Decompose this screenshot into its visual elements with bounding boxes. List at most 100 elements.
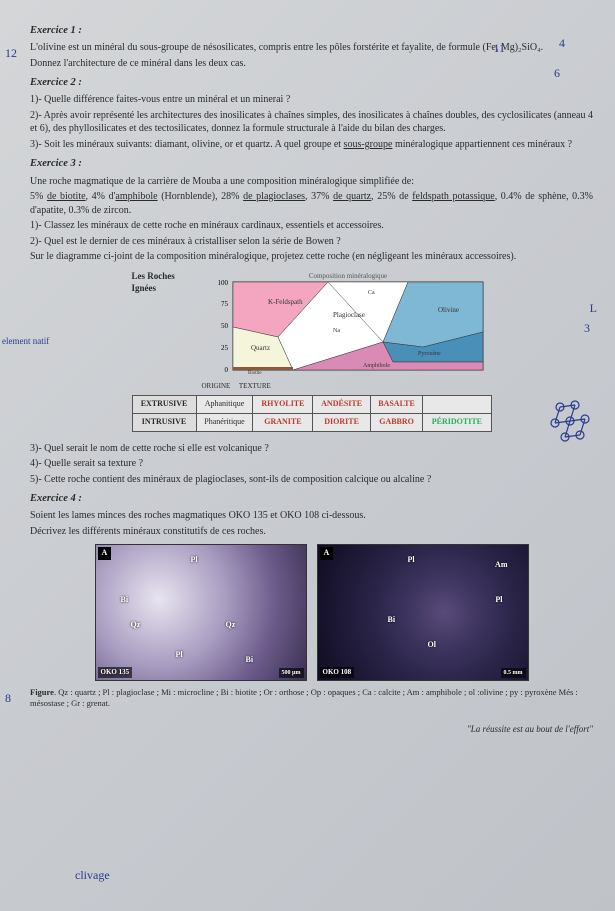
ex2-q1: 1)- Quelle différence faites-vous entre … [30, 93, 593, 107]
cell: INTRUSIVE [132, 413, 196, 431]
handwriting: element natif [2, 335, 49, 347]
exam-page: Exercice 1 : L'olivine est un minéral du… [0, 0, 615, 911]
handwriting: 8 [5, 690, 11, 706]
ex2-title: Exercice 2 : [30, 76, 593, 90]
figure-caption: Figure. Qz : quartz ; Pl : plagioclase ;… [30, 687, 593, 709]
scale-bar: 500 µm [279, 668, 304, 678]
ex3-intro2: 5% de biotite, 4% d'amphibole (Hornblend… [30, 190, 593, 217]
table-row: EXTRUSIVE Aphanitique RHYOLITE ANDÉSITE … [132, 395, 491, 413]
photo-oko108: A Pl Am Pl Bi Ol OKO 108 0.5 mm [317, 544, 529, 681]
t: 5% [30, 191, 47, 202]
ex3-title: Exercice 3 : [30, 157, 593, 171]
ex4-title: Exercice 4 : [30, 492, 593, 506]
doodle-molecule [545, 395, 595, 445]
t: feldspath potassique [412, 191, 494, 202]
chart-title1: Les Roches [132, 270, 202, 282]
ex1-title: Exercice 1 : [30, 24, 593, 38]
cell: PÉRIDOTITE [423, 413, 491, 431]
cell: GABBRO [370, 413, 422, 431]
cell: EXTRUSIVE [132, 395, 196, 413]
ex4-p2: Décrivez les différents minéraux constit… [30, 525, 593, 539]
svg-text:Na: Na [333, 328, 340, 334]
t: de quartz [333, 191, 371, 202]
mineral-chart: Les Roches Ignées Composition minéralogi… [132, 270, 492, 391]
ex1-p2: Donnez l'architecture de ce minéral dans… [30, 57, 593, 71]
lbl: Pl [176, 650, 183, 661]
cell: DIORITE [313, 413, 370, 431]
handwriting: L [590, 300, 597, 316]
lbl: Bi [388, 615, 396, 626]
lbl: Qz [226, 620, 236, 631]
svg-text:50: 50 [221, 322, 229, 330]
handwriting: clivage [75, 867, 110, 883]
svg-text:0: 0 [224, 366, 228, 374]
svg-text:Amphibole: Amphibole [363, 363, 390, 369]
lbl: Pl [408, 555, 415, 566]
axis-origine: ORIGINE [202, 382, 231, 390]
scale-bar: 0.5 mm [501, 668, 526, 678]
ex2-q2: 2)- Après avoir représenté les architect… [30, 109, 593, 136]
tag: A [320, 547, 334, 560]
cell: GRANITE [253, 413, 313, 431]
cell: BASALTE [370, 395, 422, 413]
sample-id: OKO 135 [98, 667, 133, 678]
footer-quote: "La réussite est au bout de l'effort" [30, 723, 593, 735]
ex3-intro1: Une roche magmatique de la carrière de M… [30, 175, 593, 189]
lbl: Qz [131, 620, 141, 631]
ex3-q3: 3)- Quel serait le nom de cette roche si… [30, 442, 593, 456]
photo-oko135: A Pl Bi Qz Qz Pl Bi OKO 135 500 µm [95, 544, 307, 681]
ex2-q3b: sous-groupe [344, 139, 393, 150]
region-biot [233, 367, 293, 370]
ex3-q4: 4)- Quelle serait sa texture ? [30, 457, 593, 471]
chart-title2: Ignées [132, 282, 202, 294]
t: amphibole [115, 191, 157, 202]
cell: Phanéritique [196, 413, 253, 431]
svg-text:K-Feldspath: K-Feldspath [268, 298, 303, 306]
ex3-q2: 2)- Quel est le dernier de ces minéraux … [30, 235, 593, 249]
sample-id: OKO 108 [320, 667, 355, 678]
lbl: Am [495, 560, 507, 571]
t: de plagioclases [243, 191, 305, 202]
svg-text:25: 25 [221, 344, 229, 352]
svg-text:Pyroxène: Pyroxène [418, 351, 441, 357]
svg-text:Olivine: Olivine [438, 306, 459, 314]
ex4-p1: Soient les lames minces des roches magma… [30, 509, 593, 523]
handwriting: 12 [5, 45, 17, 61]
t: (Hornblende), 28% [158, 191, 244, 202]
t: de biotite [47, 191, 86, 202]
handwriting: 3 [584, 320, 590, 336]
svg-text:75: 75 [221, 300, 229, 308]
svg-text:Ca: Ca [368, 290, 375, 296]
ex3-q1: 1)- Classez les minéraux de cette roche … [30, 219, 593, 233]
t: , 25% de [371, 191, 412, 202]
caption-text: Qz : quartz ; Pl : plagioclase ; Mi : mi… [30, 687, 578, 708]
lbl: Pl [191, 555, 198, 566]
cell: Aphanitique [196, 395, 253, 413]
ex1-p1: L'olivine est un minéral du sous-groupe … [30, 41, 593, 55]
ex2-q3a: 3)- Soit les minéraux suivants: diamant,… [30, 139, 344, 150]
lbl: Bi [246, 655, 254, 666]
ex3-q5: 5)- Cette roche contient des minéraux de… [30, 473, 593, 487]
axis-texture: TEXTURE [239, 382, 271, 390]
svg-text:Biotite: Biotite [248, 371, 262, 376]
lbl: Pl [495, 595, 502, 606]
lbl: Ol [428, 640, 436, 651]
tag: A [98, 547, 112, 560]
t: , 4% d' [86, 191, 116, 202]
ex2-q3: 3)- Soit les minéraux suivants: diamant,… [30, 138, 593, 152]
t: , 37% [305, 191, 333, 202]
thin-section-photos: A Pl Bi Qz Qz Pl Bi OKO 135 500 µm A Pl … [30, 544, 593, 681]
cell: RHYOLITE [253, 395, 313, 413]
svg-text:Quartz: Quartz [251, 344, 270, 352]
svg-text:100: 100 [217, 279, 228, 287]
ex3-p3: Sur le diagramme ci-joint de la composit… [30, 250, 593, 264]
ex2-q3c: minéralogique appartiennent ces minéraux… [392, 139, 572, 150]
lbl: Bi [121, 595, 129, 606]
cell [423, 395, 491, 413]
cell: ANDÉSITE [313, 395, 370, 413]
chart-svg: Composition minéralogique K-Feldspath [208, 270, 488, 380]
rock-table: EXTRUSIVE Aphanitique RHYOLITE ANDÉSITE … [132, 395, 492, 432]
table-row: INTRUSIVE Phanéritique GRANITE DIORITE G… [132, 413, 491, 431]
chart-subtitle: Composition minéralogique [308, 272, 386, 280]
svg-text:Plagioclase: Plagioclase [333, 311, 365, 319]
